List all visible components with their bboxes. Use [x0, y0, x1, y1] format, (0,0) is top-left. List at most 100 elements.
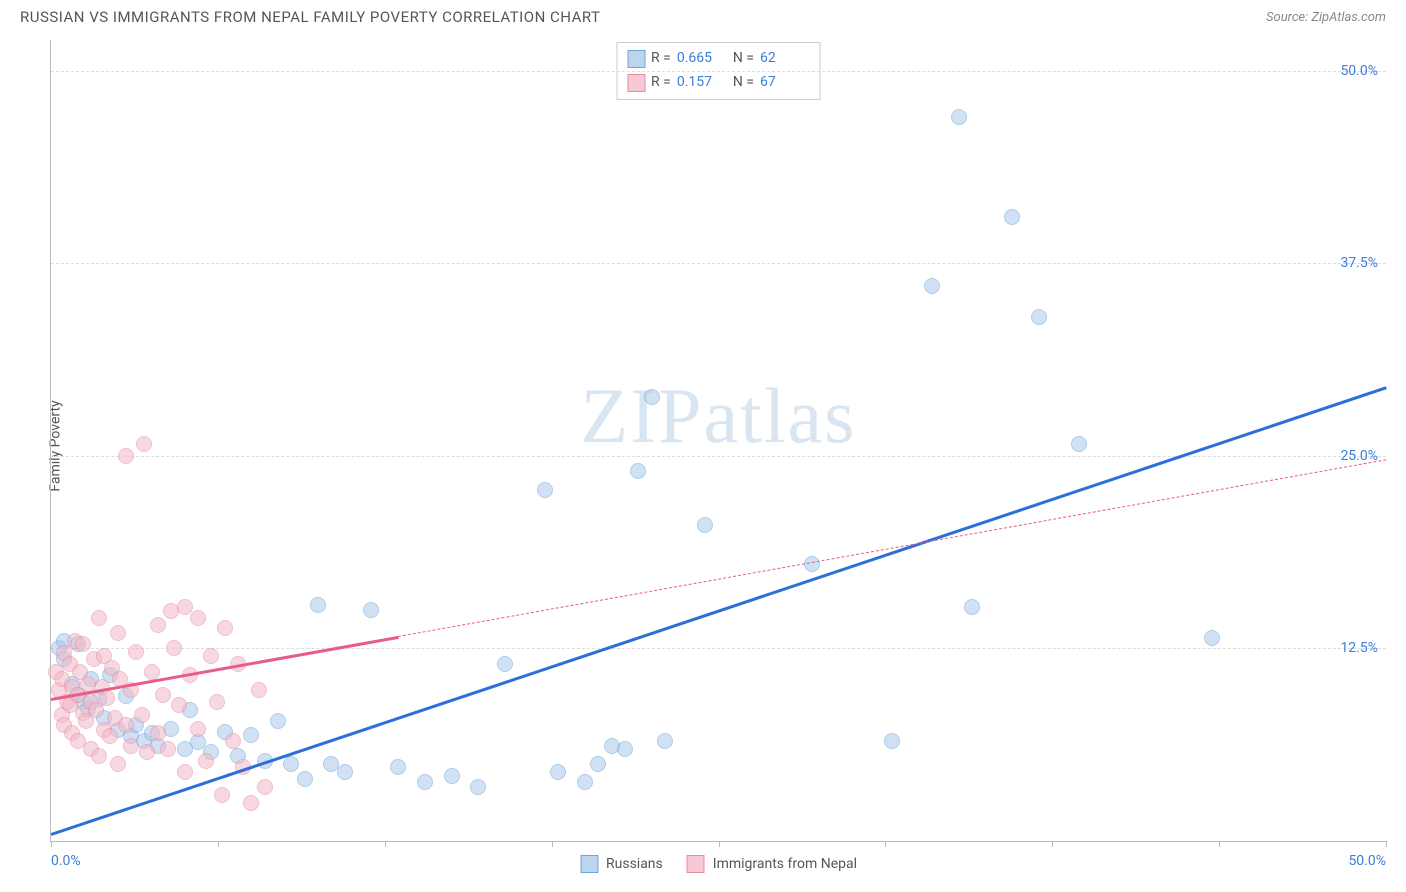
x-tick-mark: [51, 841, 52, 847]
legend-n-label: N =: [733, 71, 754, 95]
scatter-point: [697, 517, 713, 533]
scatter-point: [537, 482, 553, 498]
scatter-point: [217, 620, 233, 636]
legend-r-value: 0.157: [677, 71, 727, 95]
legend-label: Immigrants from Nepal: [713, 856, 857, 872]
legend-stat-row: R = 0.665 N = 62: [627, 47, 810, 71]
scatter-point: [177, 764, 193, 780]
scatter-point: [190, 721, 206, 737]
legend-stat-row: R = 0.157 N = 67: [627, 71, 810, 95]
scatter-point: [283, 756, 299, 772]
scatter-point: [363, 602, 379, 618]
scatter-point: [884, 733, 900, 749]
legend-label: Russians: [606, 856, 663, 872]
scatter-point: [617, 741, 633, 757]
scatter-point: [99, 690, 115, 706]
trendline: [51, 636, 399, 701]
scatter-point: [964, 599, 980, 615]
scatter-point: [390, 759, 406, 775]
scatter-point: [270, 713, 286, 729]
scatter-point: [123, 738, 139, 754]
source-attribution: Source: ZipAtlas.com: [1266, 10, 1386, 25]
scatter-point: [118, 448, 134, 464]
x-tick-mark: [218, 841, 219, 847]
scatter-point: [470, 779, 486, 795]
watermark: ZIPatlas: [581, 371, 857, 461]
scatter-point: [243, 727, 259, 743]
scatter-point: [134, 707, 150, 723]
scatter-point: [91, 610, 107, 626]
x-axis-max-label: 50.0%: [1348, 853, 1386, 869]
scatter-point: [118, 717, 134, 733]
scatter-point: [310, 597, 326, 613]
watermark-atlas: atlas: [704, 372, 857, 459]
scatter-point: [136, 436, 152, 452]
legend-n-value: 67: [760, 71, 810, 95]
y-tick-label: 50.0%: [1340, 63, 1378, 79]
gridline: [51, 263, 1386, 264]
scatter-point: [198, 753, 214, 769]
scatter-point: [590, 756, 606, 772]
scatter-point: [150, 617, 166, 633]
x-axis-min-label: 0.0%: [51, 853, 81, 869]
legend-item: Immigrants from Nepal: [687, 855, 857, 873]
x-tick-mark: [552, 841, 553, 847]
scatter-point: [110, 756, 126, 772]
watermark-zip: ZIP: [581, 372, 704, 459]
scatter-point: [417, 774, 433, 790]
x-tick-mark: [385, 841, 386, 847]
scatter-point: [171, 697, 187, 713]
scatter-point: [1031, 309, 1047, 325]
legend-r-value: 0.665: [677, 47, 727, 71]
legend-swatch: [627, 74, 645, 92]
legend-r-label: R =: [651, 71, 671, 95]
scatter-point: [91, 748, 107, 764]
scatter-point: [203, 648, 219, 664]
scatter-point: [251, 682, 267, 698]
x-tick-mark: [719, 841, 720, 847]
scatter-point: [550, 764, 566, 780]
scatter-point: [1071, 436, 1087, 452]
scatter-point: [166, 640, 182, 656]
scatter-point: [190, 610, 206, 626]
scatter-point: [155, 687, 171, 703]
scatter-point: [128, 644, 144, 660]
scatter-point: [243, 795, 259, 811]
x-tick-mark: [1219, 841, 1220, 847]
scatter-point: [209, 694, 225, 710]
scatter-point: [657, 733, 673, 749]
scatter-point: [214, 787, 230, 803]
scatter-point: [144, 664, 160, 680]
gridline: [51, 456, 1386, 457]
x-tick-mark: [1052, 841, 1053, 847]
chart-title: RUSSIAN VS IMMIGRANTS FROM NEPAL FAMILY …: [20, 8, 600, 26]
legend-swatch: [687, 855, 705, 873]
legend-swatch: [627, 50, 645, 68]
scatter-point: [630, 463, 646, 479]
legend-n-value: 62: [760, 47, 810, 71]
plot-surface: ZIPatlas R =0.665N =62R =0.157N =67 0.0%…: [50, 40, 1386, 842]
scatter-point: [75, 636, 91, 652]
scatter-point: [257, 779, 273, 795]
scatter-point: [924, 278, 940, 294]
legend-n-label: N =: [733, 47, 754, 71]
legend-item: Russians: [580, 855, 663, 873]
scatter-point: [337, 764, 353, 780]
scatter-point: [225, 733, 241, 749]
x-tick-mark: [1386, 841, 1387, 847]
scatter-point: [1204, 630, 1220, 646]
gridline: [51, 71, 1386, 72]
scatter-point: [160, 741, 176, 757]
y-tick-label: 12.5%: [1340, 640, 1378, 656]
y-tick-label: 37.5%: [1340, 255, 1378, 271]
trendline: [51, 387, 1387, 836]
scatter-point: [577, 774, 593, 790]
scatter-point: [444, 768, 460, 784]
legend-r-label: R =: [651, 47, 671, 71]
scatter-point: [951, 109, 967, 125]
scatter-point: [139, 744, 155, 760]
scatter-point: [102, 728, 118, 744]
scatter-point: [110, 625, 126, 641]
scatter-point: [150, 725, 166, 741]
scatter-point: [644, 389, 660, 405]
